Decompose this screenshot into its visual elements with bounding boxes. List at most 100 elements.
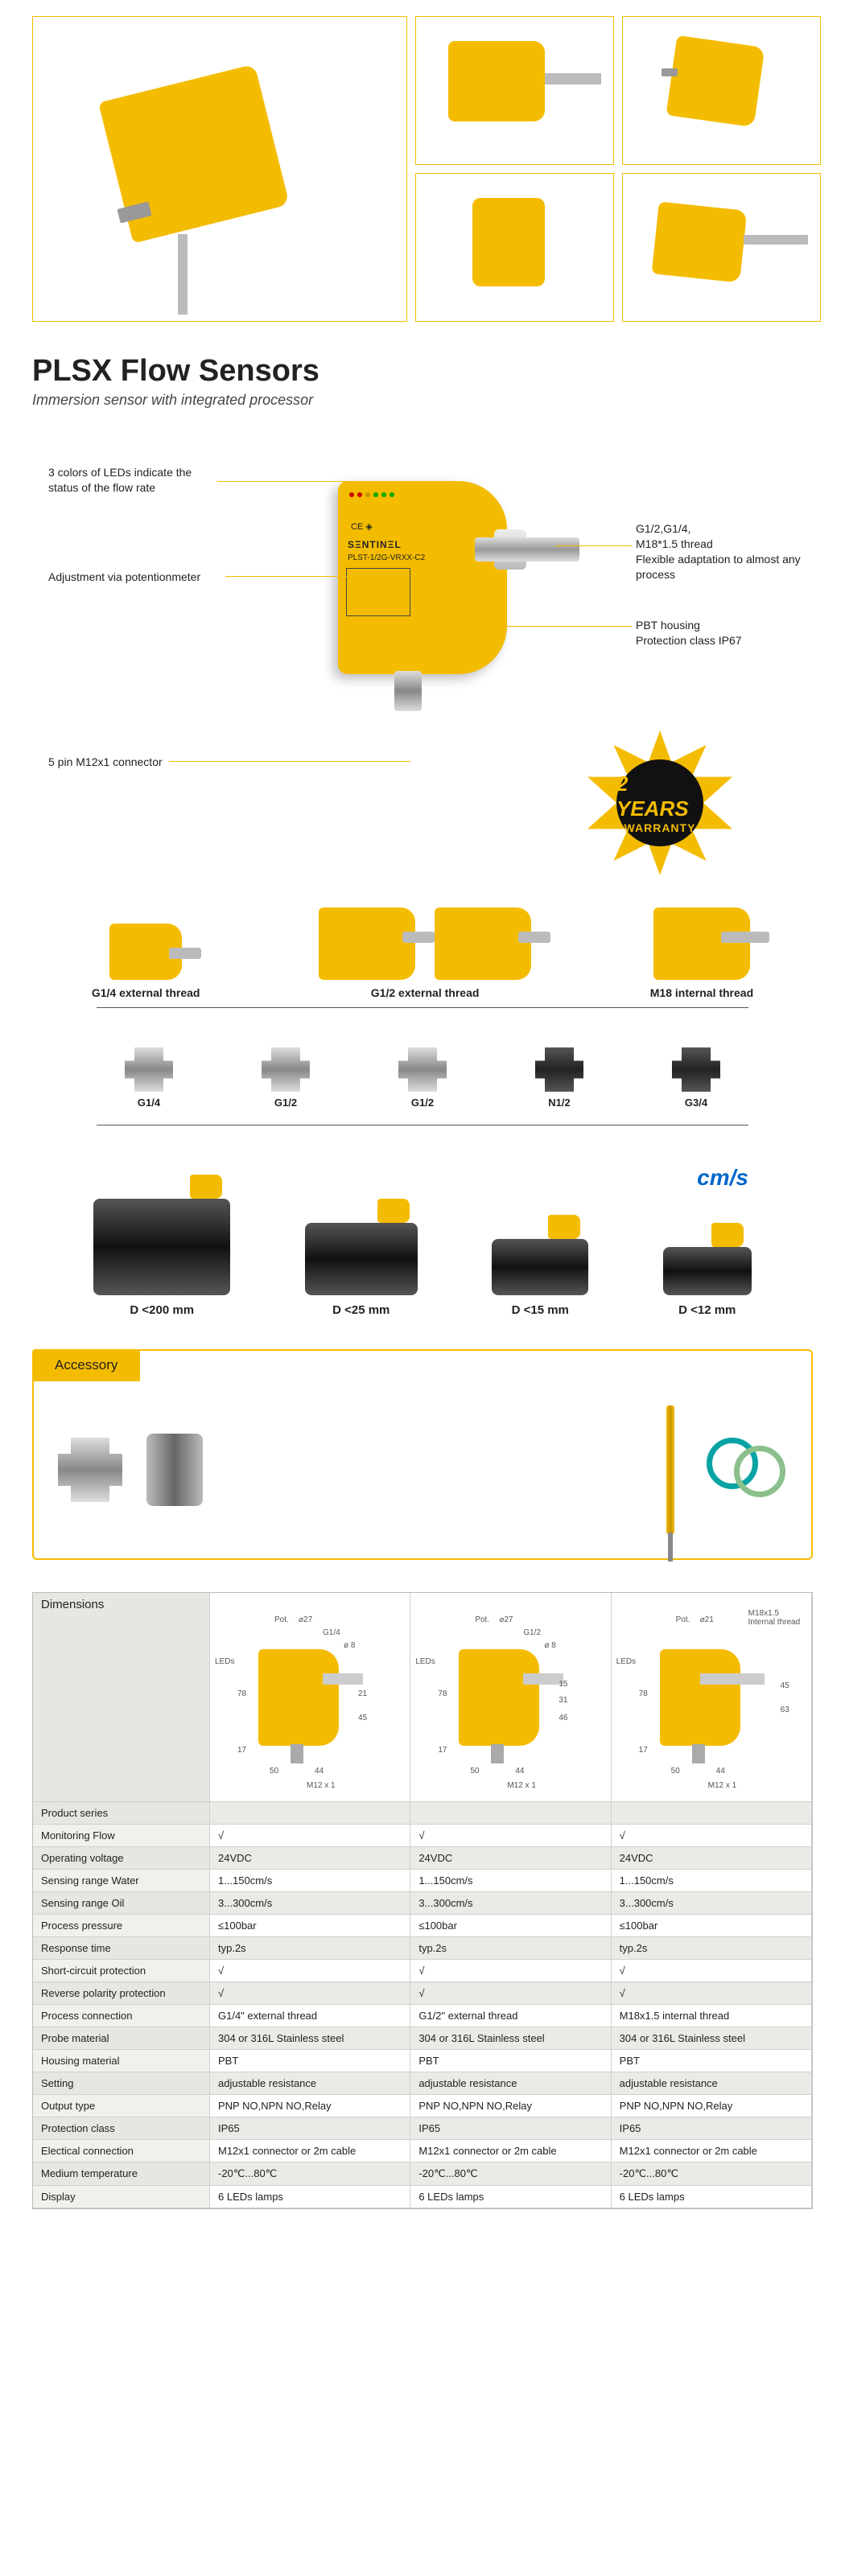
spec-row-label: Short-circuit protection [33,1960,210,1982]
spec-cell: 6 LEDs lamps [612,2186,812,2208]
feature-label-leds: 3 colors of LEDs indicate the status of … [48,465,217,496]
spec-cell: IP65 [210,2117,410,2140]
spec-table: Dimensions LEDs Pot. ⌀27 G1/4 ø 8 78 17 … [32,1592,813,2209]
spec-row-label: Process pressure [33,1915,210,1937]
dim-drawing-3: LEDs Pot. ⌀21 M18x1.5 Internal thread 78… [612,1593,812,1802]
spec-cell: 3...300cm/s [210,1892,410,1915]
spec-cell: IP65 [410,2117,611,2140]
spec-cell: 6 LEDs lamps [210,2186,410,2208]
spec-cell: IP65 [612,2117,812,2140]
spec-cell: M12x1 connector or 2m cable [612,2140,812,2162]
spec-row-label: Output type [33,2095,210,2117]
accessory-tab: Accessory [32,1349,140,1381]
spec-cell: ≤100bar [612,1915,812,1937]
variants-section: G1/4 external thread G1/2 external threa… [32,907,813,1317]
feature-label-thread: G1/2,G1/4, M18*1.5 thread Flexible adapt… [636,521,805,582]
spec-row-label: Electical connection [33,2140,210,2162]
spec-cell: 1...150cm/s [410,1870,611,1892]
spec-cell: adjustable resistance [210,2072,410,2095]
spec-cell: 304 or 316L Stainless steel [612,2027,812,2050]
spec-row-label: Product series [33,1802,210,1825]
spec-row-label: Setting [33,2072,210,2095]
spec-cell: √ [410,1982,611,2005]
spec-cell: PNP NO,NPN NO,Relay [612,2095,812,2117]
cms-label: cm/s [32,1165,748,1191]
accessory-orings-icon [707,1438,787,1502]
spec-cell: 24VDC [210,1847,410,1870]
spec-cell [410,1802,611,1825]
spec-cell: √ [612,1960,812,1982]
dim-drawing-2: LEDs Pot. ⌀27 G1/2 ø 8 78 17 50 44 15 31… [410,1593,611,1802]
spec-cell: √ [410,1825,611,1847]
spec-cell: 1...150cm/s [210,1870,410,1892]
spec-row-label: Protection class [33,2117,210,2140]
dimensions-label: Dimensions [33,1593,210,1802]
spec-cell: PNP NO,NPN NO,Relay [210,2095,410,2117]
pipes-row: D <200 mm D <25 mm D <15 mm D <12 mm [56,1199,789,1317]
spec-cell: M18x1.5 internal thread [612,2005,812,2027]
spec-cell: PNP NO,NPN NO,Relay [410,2095,611,2117]
accessory-section: Accessory [32,1349,813,1560]
page-subtitle: Immersion sensor with integrated process… [32,392,813,409]
pipe-1: D <25 mm [305,1223,418,1317]
warranty-badge: 2 YEARS WARRANTY [587,730,732,875]
spec-cell: adjustable resistance [410,2072,611,2095]
spec-row-label: Medium temperature [33,2162,210,2186]
gallery-main [32,16,407,322]
accessory-screwdriver-icon [666,1405,674,1534]
spec-cell: PBT [612,2050,812,2072]
spec-row-label: Sensing range Oil [33,1892,210,1915]
spec-cell: √ [612,1825,812,1847]
spec-cell: 3...300cm/s [410,1892,611,1915]
adapter-1: G1/2 [262,1047,310,1109]
feature-label-connector: 5 pin M12x1 connector [48,755,163,770]
spec-cell: adjustable resistance [612,2072,812,2095]
adapters-row: G1/4 G1/2 G1/2 N1/2 G3/4 [80,1047,765,1109]
spec-row-label: Response time [33,1937,210,1960]
badge-years: 2 YEARS [616,772,703,821]
pipe-0: D <200 mm [93,1199,230,1317]
variant-g12: G1/2 external thread [319,907,531,999]
spec-cell: G1/2" external thread [410,2005,611,2027]
spec-cell: ≤100bar [410,1915,611,1937]
variant-m18: M18 internal thread [650,907,753,999]
spec-cell: PBT [210,2050,410,2072]
spec-row-label: Process connection [33,2005,210,2027]
gallery-thumb-4 [622,173,821,322]
spec-cell: √ [210,1960,410,1982]
spec-cell: 6 LEDs lamps [410,2186,611,2208]
spec-row-label: Operating voltage [33,1847,210,1870]
accessory-fitting-icon [58,1438,122,1502]
page-title: PLSX Flow Sensors [32,354,813,389]
spec-cell: 1...150cm/s [612,1870,812,1892]
variant-g14: G1/4 external thread [92,924,200,999]
spec-cell: -20℃...80℃ [210,2162,410,2186]
spec-cell: M12x1 connector or 2m cable [410,2140,611,2162]
spec-row-label: Monitoring Flow [33,1825,210,1847]
spec-cell: 304 or 316L Stainless steel [410,2027,611,2050]
pipe-2: D <15 mm [492,1239,588,1317]
gallery-thumb-2 [622,16,821,165]
spec-row-label: Probe material [33,2027,210,2050]
spec-cell: -20℃...80℃ [410,2162,611,2186]
accessory-tube-icon [146,1434,203,1506]
adapter-4: G3/4 [672,1047,720,1109]
spec-row-label: Housing material [33,2050,210,2072]
adapter-0: G1/4 [125,1047,173,1109]
spec-cell: 304 or 316L Stainless steel [210,2027,410,2050]
spec-cell [210,1802,410,1825]
spec-cell: M12x1 connector or 2m cable [210,2140,410,2162]
spec-cell: 24VDC [612,1847,812,1870]
gallery-thumb-1 [415,16,614,165]
spec-cell: √ [612,1982,812,2005]
spec-row-label: Reverse polarity protection [33,1982,210,2005]
spec-cell: PBT [410,2050,611,2072]
pipe-3: D <12 mm [663,1247,752,1317]
badge-warranty: WARRANTY [624,821,696,834]
spec-cell: typ.2s [612,1937,812,1960]
feature-diagram: CE ◈ SΞNTINΞL PLST-1/2G-VRXX-C2 3 colors… [32,457,813,875]
spec-row-label: Display [33,2186,210,2208]
feature-label-pot: Adjustment via potentionmeter [48,570,200,585]
dim-drawing-1: LEDs Pot. ⌀27 G1/4 ø 8 78 17 50 44 21 45… [210,1593,410,1802]
spec-cell: ≤100bar [210,1915,410,1937]
